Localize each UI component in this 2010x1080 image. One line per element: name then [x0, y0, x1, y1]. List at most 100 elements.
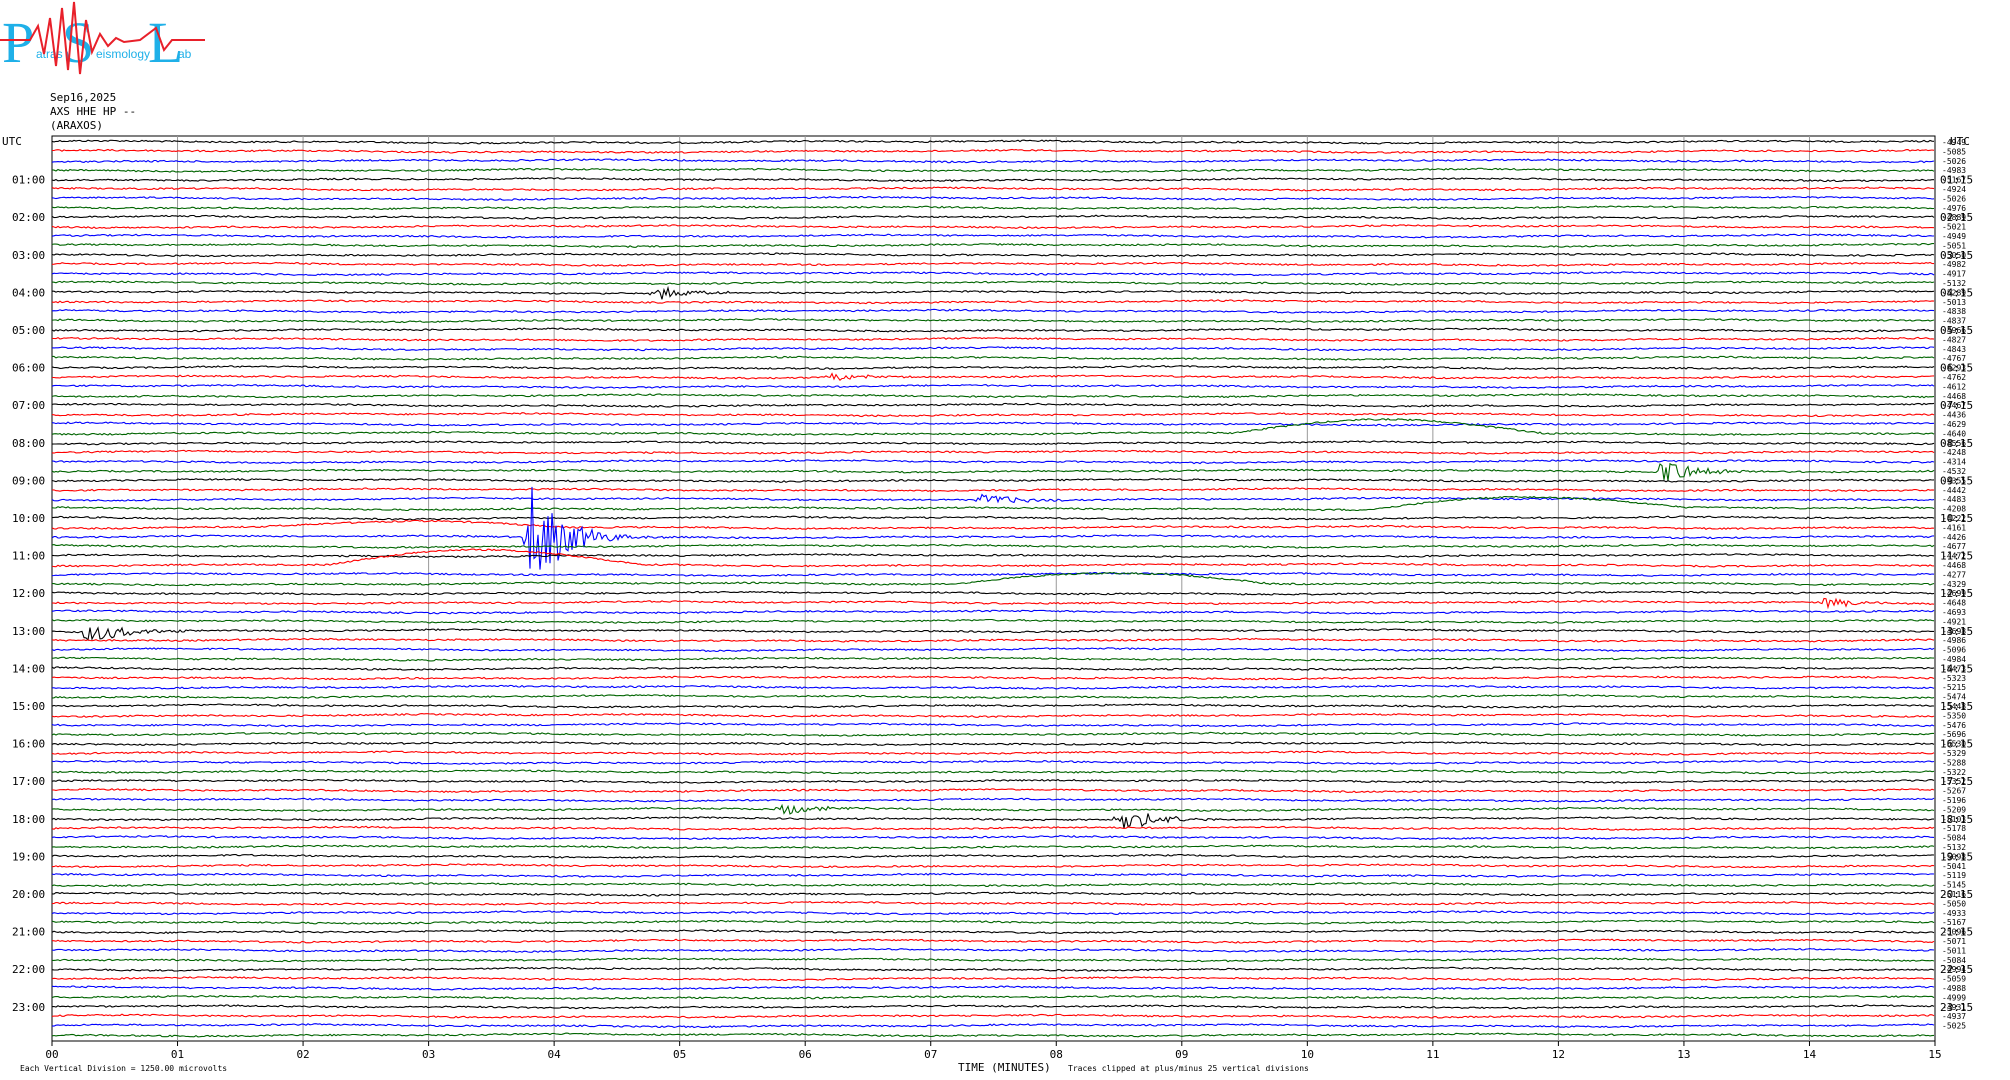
trace-offset-label: -5050 — [1942, 251, 1966, 260]
utc-left-label: UTC — [2, 135, 22, 148]
trace-offset-label: -4762 — [1942, 373, 1966, 382]
hour-label-right: 07:15 — [1940, 399, 1973, 412]
x-tick-label: 11 — [1426, 1048, 1439, 1061]
trace-offset-label: -4640 — [1942, 429, 1966, 438]
trace-offset-label: -4329 — [1942, 580, 1966, 589]
trace-offset-label: -5530 — [1942, 740, 1966, 749]
trace-offset-label: -4222 — [1942, 514, 1966, 523]
x-tick-label: 01 — [171, 1048, 184, 1061]
seismic-trace — [51, 393, 1935, 399]
hour-label-left: 23:00 — [12, 1001, 45, 1014]
seismic-trace — [51, 637, 1935, 643]
hour-label-right: 23:15 — [1940, 1001, 1973, 1014]
trace-offset-label: -4889 — [1942, 213, 1966, 222]
channel-label: AXS HHE HP -- — [50, 105, 137, 118]
trace-offset-label: -4161 — [1942, 523, 1966, 532]
hour-label-right: 05:15 — [1940, 324, 1973, 337]
trace-offset-label: -5167 — [1942, 176, 1966, 185]
seismic-trace — [51, 402, 1935, 408]
trace-offset-label: -4982 — [1942, 260, 1966, 269]
seismic-trace — [52, 863, 1935, 869]
hour-label-left: 16:00 — [12, 738, 45, 751]
hour-label-left: 13:00 — [12, 625, 45, 638]
seismic-trace — [51, 571, 1935, 577]
hour-label-right: 08:15 — [1940, 437, 1973, 450]
seismic-trace — [51, 665, 1935, 671]
trace-offset-label: -5084 — [1942, 956, 1966, 965]
seismic-trace — [51, 478, 1935, 483]
seismic-trace — [51, 712, 1935, 718]
seismic-trace — [51, 224, 1935, 230]
seismic-trace — [51, 778, 1935, 784]
hour-label-left: 14:00 — [12, 662, 45, 675]
trace-offset-label: -4767 — [1942, 354, 1966, 363]
hour-label-right: 09:15 — [1940, 474, 1973, 487]
trace-offset-label: -5084 — [1942, 834, 1966, 843]
hour-label-right: 18:15 — [1940, 813, 1973, 826]
hour-label-left: 08:00 — [12, 437, 45, 450]
trace-offset-label: -5289 — [1942, 288, 1966, 297]
x-tick-label: 03 — [422, 1048, 435, 1061]
seismic-trace — [51, 750, 1935, 756]
hour-label-left: 02:00 — [12, 211, 45, 224]
trace-offset-label: -5352 — [1942, 777, 1966, 786]
trace-offset-label: -5196 — [1942, 796, 1966, 805]
trace-offset-label: -5178 — [1942, 824, 1966, 833]
seismic-trace — [52, 571, 1935, 587]
trace-offset-label: -4949 — [1942, 138, 1966, 147]
seismic-trace — [51, 318, 1935, 324]
trace-offset-label: -5350 — [1942, 711, 1966, 720]
hour-label-right: 15:15 — [1940, 700, 1973, 713]
hour-label-right: 04:15 — [1940, 286, 1973, 299]
seismic-trace — [51, 495, 1935, 512]
seismic-trace — [51, 853, 1935, 859]
seismic-trace — [51, 825, 1935, 831]
trace-offset-label: -4293 — [1942, 364, 1966, 373]
seismic-trace — [51, 703, 1935, 709]
trace-offset-label: -4983 — [1942, 166, 1966, 175]
seismic-trace — [51, 459, 1935, 465]
seismic-trace — [51, 597, 1935, 610]
utc-right-label: UTC — [1950, 135, 1970, 148]
trace-offset-label: -4921 — [1942, 617, 1966, 626]
footer-clip-note: Traces clipped at plus/minus 25 vertical… — [1068, 1064, 1309, 1073]
seismic-trace — [51, 994, 1935, 1000]
seismic-trace — [51, 590, 1935, 596]
trace-offset-label: -5167 — [1942, 918, 1966, 927]
seismic-trace — [51, 346, 1935, 352]
x-tick-label: 14 — [1803, 1048, 1817, 1061]
hour-label-left: 15:00 — [12, 700, 45, 713]
trace-offset-label: -4468 — [1942, 561, 1966, 570]
hour-label-right: 06:15 — [1940, 362, 1973, 375]
trace-offset-label: -5050 — [1942, 899, 1966, 908]
trace-offset-label: -4677 — [1942, 542, 1966, 551]
hour-label-left: 17:00 — [12, 775, 45, 788]
trace-offset-label: -4629 — [1942, 420, 1966, 429]
trace-offset-label: -4648 — [1942, 599, 1966, 608]
seismic-trace — [51, 966, 1935, 972]
seismic-trace — [51, 919, 1935, 925]
hour-label-left: 04:00 — [12, 286, 45, 299]
seismic-trace — [52, 684, 1935, 690]
seismic-trace — [51, 418, 1935, 436]
seismic-trace — [51, 449, 1935, 455]
trace-offset-label: -4933 — [1942, 909, 1966, 918]
trace-offset-label: -4532 — [1942, 467, 1966, 476]
seismic-trace — [51, 834, 1935, 841]
trace-offset-label: -4843 — [1942, 345, 1966, 354]
hour-label-left: 05:00 — [12, 324, 45, 337]
hour-label-right: 03:15 — [1940, 249, 1973, 262]
trace-offset-label: -4966 — [1942, 326, 1966, 335]
x-tick-label: 13 — [1677, 1048, 1690, 1061]
trace-offset-label: -5215 — [1942, 683, 1966, 692]
trace-offset-label: -5011 — [1942, 946, 1966, 955]
seismic-trace — [51, 938, 1935, 944]
axes: -4949-5085-5026-4983-5167-4924-5026-4976… — [2, 135, 1973, 1074]
trace-offset-label: -4208 — [1942, 505, 1966, 514]
seismic-trace — [51, 1013, 1935, 1019]
trace-offset-label: -4442 — [1942, 486, 1966, 495]
hour-label-left: 22:00 — [12, 963, 45, 976]
trace-offset-label: -5209 — [1942, 805, 1966, 814]
hour-label-left: 12:00 — [12, 587, 45, 600]
trace-offset-label: -4937 — [1942, 1012, 1966, 1021]
